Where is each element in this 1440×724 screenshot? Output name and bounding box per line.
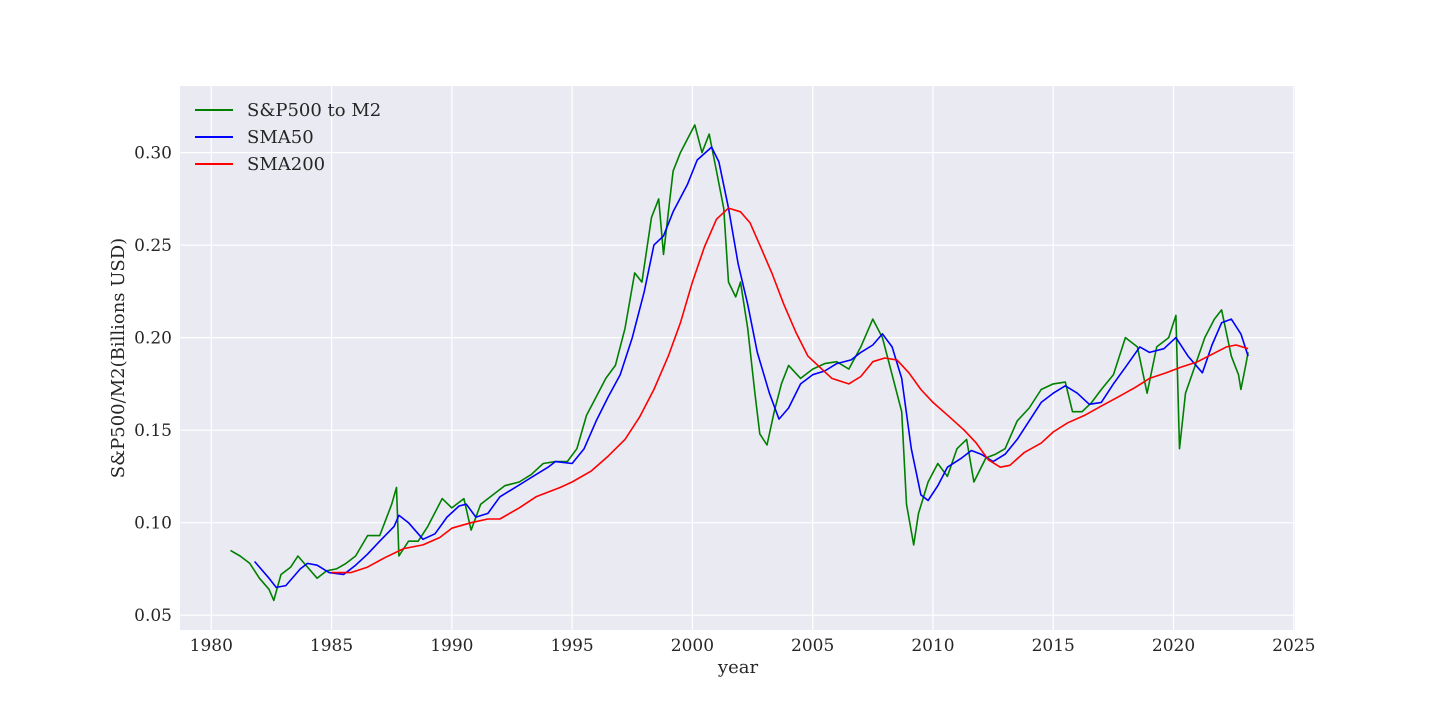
y-tick-labels: 0.05 0.10 0.15 0.20 0.25 0.30	[134, 144, 172, 627]
y-tick-label: 0.25	[134, 236, 172, 256]
x-tick-label: 1985	[310, 636, 353, 656]
legend: S&P500 to M2 SMA50 SMA200	[195, 100, 381, 175]
x-tick-label: 2025	[1272, 636, 1315, 656]
y-tick-label: 0.30	[134, 144, 172, 164]
legend-label: SMA200	[247, 154, 325, 175]
series-line-sma200	[331, 207, 1249, 574]
x-axis-label: year	[717, 657, 759, 678]
y-tick-label: 0.05	[134, 606, 172, 626]
x-tick-labels: 1980 1985 1990 1995 2000 2005 2010 2015 2020 2025	[190, 636, 1316, 656]
legend-label: SMA50	[247, 127, 314, 148]
grid	[180, 86, 1295, 630]
x-tick-label: 2010	[911, 636, 954, 656]
y-tick-label: 0.20	[134, 329, 172, 349]
x-tick-label: 1980	[190, 636, 233, 656]
series-line-s-p500-to-m2	[230, 124, 1249, 602]
series-line-sma50	[253, 146, 1249, 589]
x-tick-label: 2015	[1032, 636, 1075, 656]
x-tick-label: 2005	[791, 636, 834, 656]
y-tick-label: 0.10	[134, 514, 172, 534]
y-tick-label: 0.15	[134, 421, 172, 441]
legend-label: S&P500 to M2	[247, 100, 381, 121]
x-tick-label: 1990	[430, 636, 473, 656]
x-tick-label: 1995	[550, 636, 593, 656]
series-lines	[230, 124, 1249, 602]
y-axis-label: S&P500/M2(Billions USD)	[108, 238, 129, 478]
plot-background	[180, 86, 1295, 630]
x-tick-label: 2000	[671, 636, 714, 656]
x-tick-label: 2020	[1152, 636, 1195, 656]
